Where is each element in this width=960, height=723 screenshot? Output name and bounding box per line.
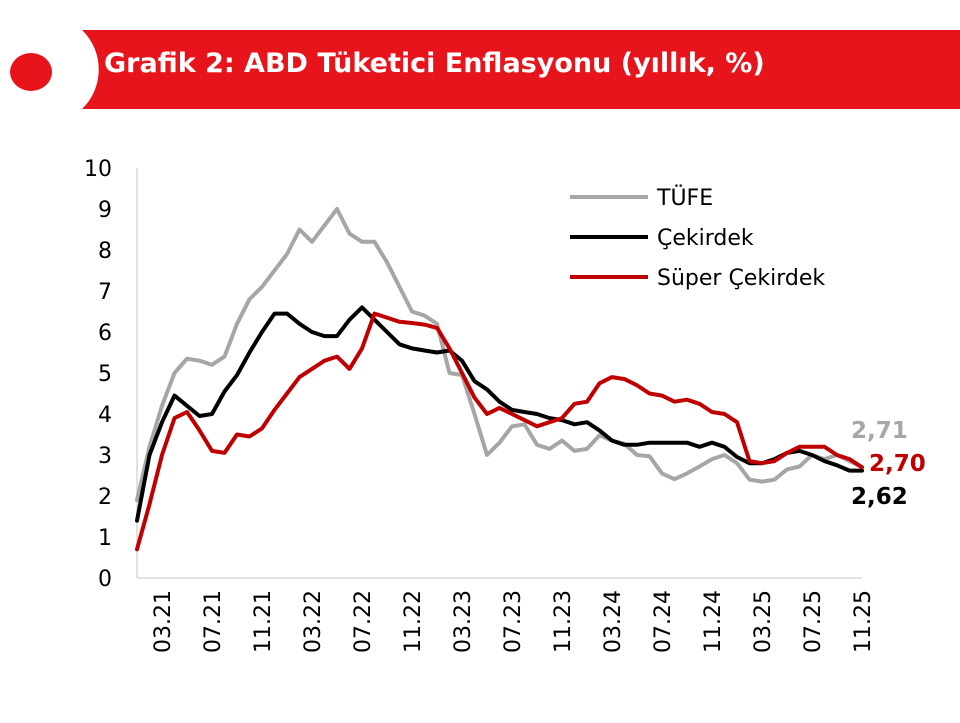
y-tick-label: 5 [98, 362, 112, 387]
y-tick-label: 7 [98, 280, 112, 305]
end-labels: 2,71 2,70 2,62 [851, 418, 926, 510]
series-line-tüfe [135, 207, 864, 503]
end-value-label: 2,62 [851, 484, 908, 510]
y-tick-label: 4 [98, 403, 112, 428]
x-tick-label: 03.24 [601, 590, 626, 653]
series-lines [135, 207, 864, 552]
x-tick-label: 11.25 [851, 590, 876, 653]
x-tick-label: 07.23 [501, 590, 526, 653]
y-axis-ticks: 0 1 2 3 4 5 6 7 8 9 10 [84, 157, 112, 592]
x-tick-label: 11.24 [701, 590, 726, 653]
end-value-label: 2,71 [851, 418, 908, 444]
chart-title: Grafik 2: ABD Tüketici Enflasyonu (yıllı… [104, 48, 765, 79]
legend: TÜFE Çekirdek Süper Çekirdek [570, 185, 825, 291]
header-banner [10, 30, 960, 109]
legend-label: TÜFE [656, 185, 713, 211]
header-dot [10, 53, 52, 91]
end-value-label: 2,70 [869, 451, 926, 477]
y-tick-label: 0 [98, 567, 112, 592]
x-tick-label: 07.21 [201, 590, 226, 653]
y-tick-label: 6 [98, 321, 112, 346]
y-tick-label: 10 [84, 157, 112, 182]
series-line-süper-çekirdek [135, 311, 864, 552]
x-tick-label: 11.21 [251, 590, 276, 653]
x-tick-label: 07.25 [801, 590, 826, 653]
legend-label: Süper Çekirdek [657, 266, 825, 291]
x-tick-label: 03.21 [151, 590, 176, 653]
y-tick-label: 3 [98, 444, 112, 469]
y-tick-label: 8 [98, 239, 112, 264]
x-axis-ticks: 03.21 07.21 11.21 03.22 07.22 11.22 03.23 07.23… [151, 590, 876, 653]
y-tick-label: 2 [98, 485, 112, 510]
x-tick-label: 07.22 [351, 590, 376, 653]
legend-label: Çekirdek [657, 226, 754, 251]
x-tick-label: 11.22 [401, 590, 426, 653]
x-tick-label: 07.24 [651, 590, 676, 653]
x-tick-label: 03.25 [751, 590, 776, 653]
series-line-çekirdek [135, 305, 864, 523]
y-tick-label: 9 [98, 198, 112, 223]
y-tick-label: 1 [98, 526, 112, 551]
x-tick-label: 11.23 [551, 590, 576, 653]
x-tick-label: 03.22 [301, 590, 326, 653]
x-tick-label: 03.23 [451, 590, 476, 653]
header-bar [82, 30, 960, 109]
